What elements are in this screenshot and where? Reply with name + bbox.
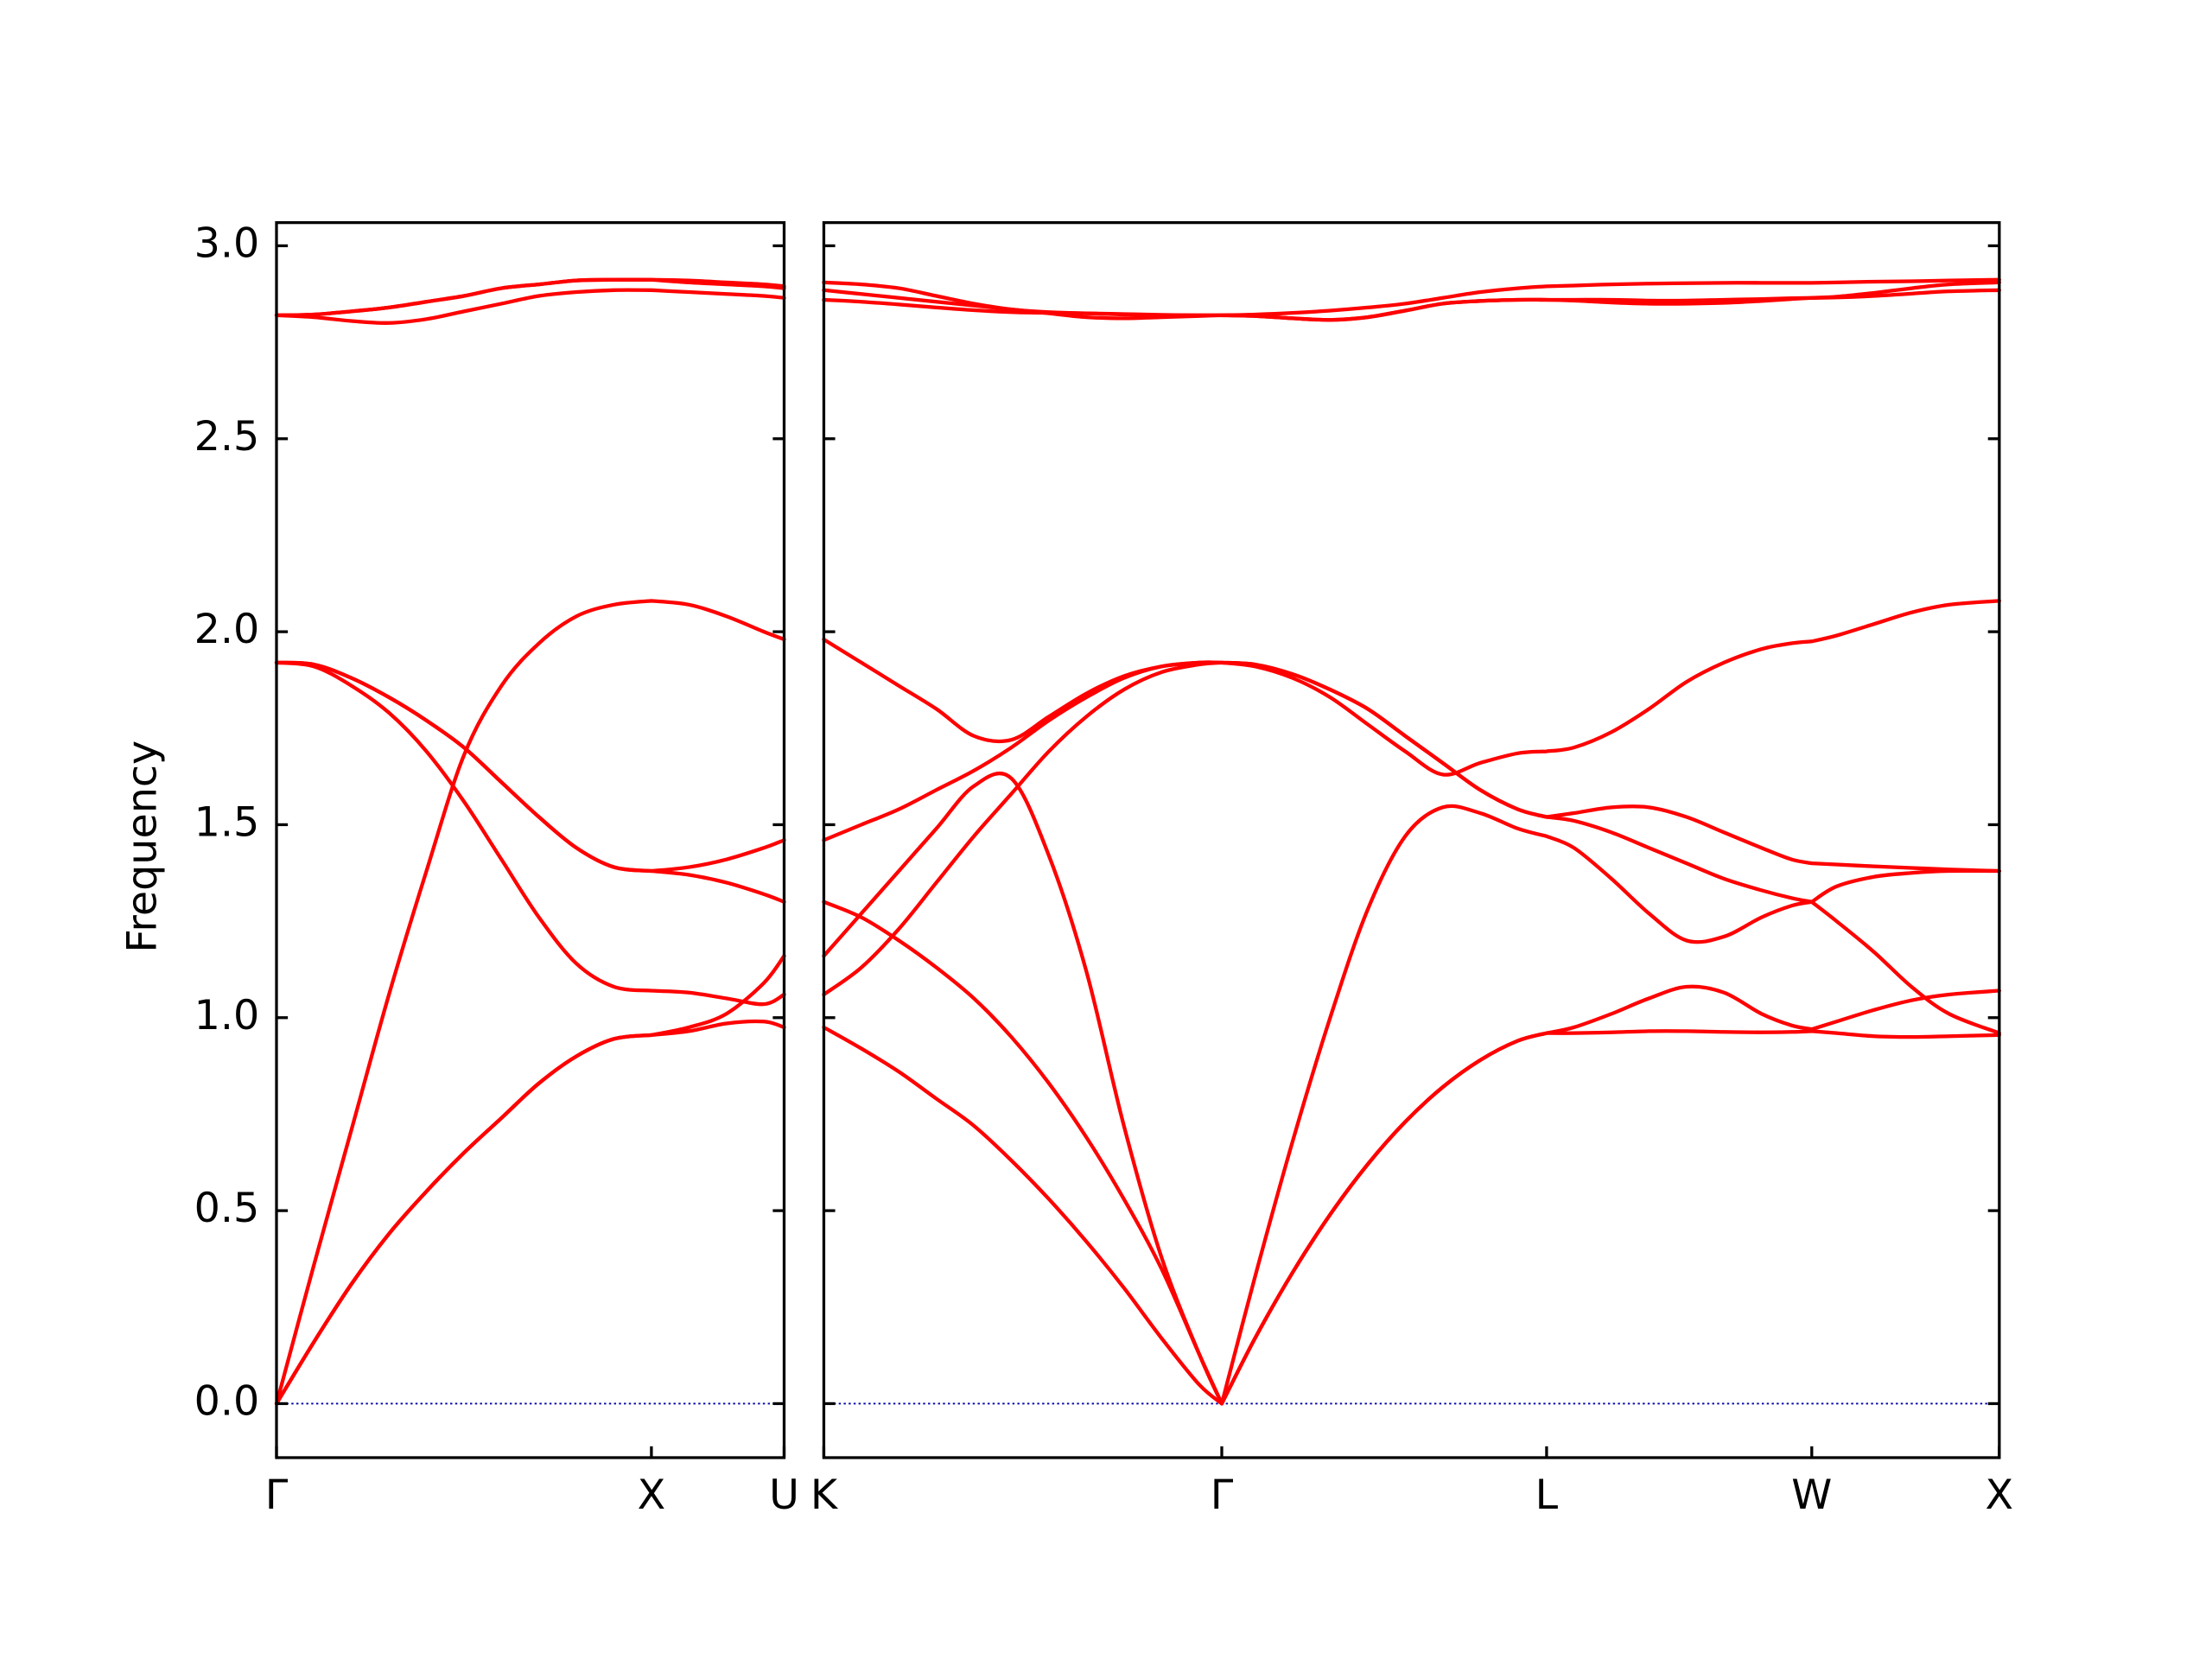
x-tick-label: L [1535, 1471, 1559, 1519]
x-tick-label: K [810, 1471, 839, 1519]
band-line [274, 660, 786, 904]
y-tick-label: 1.0 [194, 992, 260, 1039]
band-line [274, 288, 786, 325]
x-tick-label: W [1791, 1471, 1832, 1519]
y-tick-label: 2.5 [194, 413, 260, 461]
y-tick-label: 3.0 [194, 219, 260, 267]
x-tick-label: U [769, 1471, 799, 1519]
y-tick-label: 0.0 [194, 1377, 260, 1425]
band-line [274, 277, 786, 317]
x-tick-label: Γ [265, 1471, 289, 1519]
band-line [822, 772, 2001, 1406]
band-line [274, 599, 786, 1406]
band-line [822, 899, 2001, 1406]
band-line [822, 637, 2001, 874]
y-tick-label: 2.0 [194, 606, 260, 653]
band-line [274, 660, 786, 1007]
x-tick-label: X [1986, 1471, 2014, 1519]
band-line [822, 280, 2001, 322]
band-line [274, 954, 786, 1406]
plot-frame [275, 221, 786, 1459]
plot-frame [822, 221, 2001, 1459]
band-line [822, 599, 2001, 997]
x-tick-label: X [638, 1471, 666, 1519]
x-tick-label: Γ [1211, 1471, 1234, 1519]
y-tick-label: 1.5 [194, 798, 260, 846]
y-tick-label: 0.5 [194, 1185, 260, 1232]
y-axis-label: Frequency [118, 741, 166, 953]
